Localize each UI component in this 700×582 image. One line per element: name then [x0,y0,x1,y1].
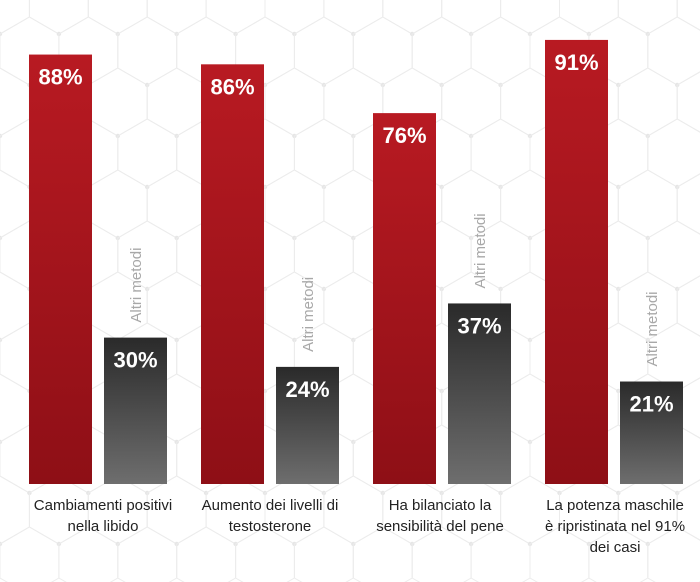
bar-other-value-2: 37% [457,313,501,338]
other-methods-label-2: Altri metodi [472,213,489,288]
bar-primary-0 [29,54,92,485]
bar-primary-value-0: 88% [38,65,82,90]
bar-other-value-3: 21% [629,392,673,417]
other-methods-label-3: Altri metodi [644,291,661,366]
bar-primary-2 [373,113,436,485]
bar-other-0 [104,337,167,484]
bar-primary-1 [201,64,264,484]
bar-other-1 [276,366,339,484]
bar-primary-3 [545,39,608,485]
category-label-3: La potenza maschile è ripristinata nel 9… [544,497,686,556]
other-methods-label-1: Altri metodi [300,277,317,352]
bar-other-value-1: 24% [285,377,329,402]
category-label-0: Cambiamenti positivi nella libido [33,497,173,535]
category-label-1: Aumento dei livelli di testosterone [201,497,339,535]
bar-other-2 [448,303,511,484]
bar-other-value-0: 30% [113,348,157,373]
bar-other-3 [620,381,683,484]
category-label-2: Ha bilanciato la sensibilità del pene [376,497,504,535]
bar-primary-value-1: 86% [210,74,254,99]
bar-primary-value-2: 76% [382,123,426,148]
other-methods-label-0: Altri metodi [128,248,145,323]
bar-primary-value-3: 91% [554,50,598,75]
